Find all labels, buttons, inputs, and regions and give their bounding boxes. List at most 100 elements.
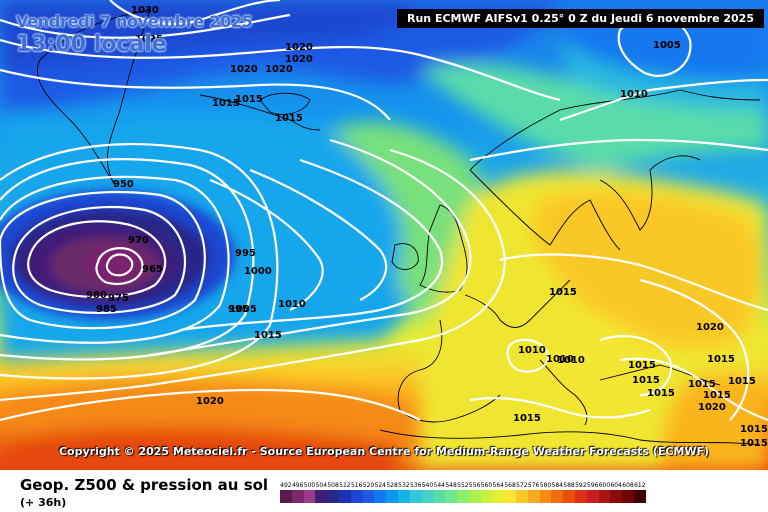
isobar-label: 995 xyxy=(228,304,249,315)
scale-step: 528 xyxy=(386,481,398,503)
field-orange-europe xyxy=(532,190,761,348)
scale-label: 528 xyxy=(386,482,398,489)
scale-swatch xyxy=(350,490,363,503)
isobar-1000 xyxy=(249,168,388,301)
scale-label: 532 xyxy=(398,482,410,489)
scale-label: 568 xyxy=(504,482,516,489)
isobar-low-3 xyxy=(0,190,206,330)
scale-label: 540 xyxy=(421,482,434,489)
isobar-label: 1005 xyxy=(229,304,257,315)
isobar-1030 xyxy=(109,0,281,26)
isobar-1010-italy xyxy=(506,338,550,373)
scale-label: 556 xyxy=(468,482,481,489)
scale-step: 516 xyxy=(350,481,363,503)
isobar-label: 1015 xyxy=(212,98,240,109)
isobar-low-5 xyxy=(0,158,255,361)
isobar-low-core-1 xyxy=(105,253,134,277)
scale-label: 596 xyxy=(586,482,599,489)
scale-step: 512 xyxy=(338,481,351,503)
scale-step: 584 xyxy=(551,481,564,503)
france-spain-coast xyxy=(397,319,501,423)
map-canvas: 1030 1025 1020 1020 1020 1020 1015 1015 … xyxy=(0,0,768,470)
isobar-label: 1020 xyxy=(285,42,313,53)
isobar-label: 1015 xyxy=(254,330,282,341)
isobar-label: 985 xyxy=(96,304,117,315)
copyright-notice: Copyright © 2025 Meteociel.fr - Source E… xyxy=(58,445,710,458)
isobar-label: 950 xyxy=(113,179,134,190)
field-green-ribbon xyxy=(330,121,485,308)
isobar-label: 1015 xyxy=(703,390,731,401)
scale-step: 588 xyxy=(563,481,575,503)
field-ne-cyan xyxy=(560,40,768,110)
forecast-date: Vendredi 7 novembre 2025 xyxy=(16,12,253,31)
model-run-info: Run ECMWF AIFSv1 0.25° 0 Z du Jeudi 6 no… xyxy=(397,9,764,28)
scale-step: 600 xyxy=(598,481,611,503)
scale-label: 612 xyxy=(634,482,646,489)
scale-swatch xyxy=(551,490,564,503)
scale-swatch xyxy=(539,490,552,503)
scale-step: 552 xyxy=(456,481,469,503)
scale-swatch xyxy=(315,490,328,503)
field-yellow-center xyxy=(542,313,660,413)
isobar-label: 1030 xyxy=(131,5,159,16)
scale-swatch xyxy=(409,490,422,503)
balkans-coast xyxy=(599,364,721,386)
scale-swatch xyxy=(633,490,646,503)
scale-swatch xyxy=(504,490,516,503)
scale-swatch xyxy=(622,490,634,503)
scale-swatch xyxy=(480,490,493,503)
isobar-label: 1015 xyxy=(235,94,263,105)
scale-swatch xyxy=(397,490,410,503)
isobar-label: 1005 xyxy=(653,40,681,51)
scale-swatch xyxy=(586,490,599,503)
scale-swatch xyxy=(374,490,387,503)
scale-label: 552 xyxy=(457,482,469,489)
scale-label: 508 xyxy=(327,482,339,489)
sweden-finland-coast xyxy=(599,155,701,231)
scale-step: 500 xyxy=(303,481,316,503)
scale-label: 608 xyxy=(622,482,634,489)
isobar-label: 1020 xyxy=(696,322,724,333)
scale-label: 512 xyxy=(339,482,351,489)
scale-step: 608 xyxy=(622,481,634,503)
isobar-label: 1010 xyxy=(518,345,546,356)
isobar-low-4 xyxy=(0,175,230,344)
scale-step: 572 xyxy=(515,481,528,503)
isobar-1015-south xyxy=(469,396,651,419)
isobar-label: 1015 xyxy=(275,113,303,124)
uk-coast xyxy=(419,204,468,293)
scale-swatch xyxy=(610,490,623,503)
isobar-label: 995 xyxy=(235,248,256,259)
isobar-1005 xyxy=(179,158,443,332)
scale-swatch xyxy=(515,490,528,503)
field-north-blue-2 xyxy=(0,0,420,70)
isobar-1015-ne xyxy=(469,138,768,162)
isobars xyxy=(0,0,768,420)
isobar-label: 1020 xyxy=(698,402,726,413)
scale-label: 536 xyxy=(409,482,422,489)
scale-step: 596 xyxy=(586,481,599,503)
scale-label: 592 xyxy=(575,482,587,489)
scale-label: 588 xyxy=(563,482,575,489)
isobar-label: 1015 xyxy=(707,354,735,365)
isobar-label: 1010 xyxy=(620,89,648,100)
scale-swatch xyxy=(492,490,505,503)
scale-label: 600 xyxy=(598,482,611,489)
scale-label: 492 xyxy=(280,482,292,489)
isobar-low-6 xyxy=(0,143,279,380)
scale-swatch xyxy=(598,490,611,503)
scale-step: 568 xyxy=(504,481,516,503)
z500-field xyxy=(0,0,768,470)
isobar-label: 980 xyxy=(86,290,107,301)
scale-swatch xyxy=(574,490,587,503)
scale-swatch xyxy=(527,490,540,503)
scale-label: 560 xyxy=(480,482,493,489)
scale-label: 496 xyxy=(291,482,304,489)
legend-footer: Geop. Z500 & pression au sol (+ 36h) 492… xyxy=(0,470,768,512)
scale-label: 544 xyxy=(433,482,445,489)
isobar-label: 1015 xyxy=(632,375,660,386)
scale-step: 492 xyxy=(280,481,292,503)
scale-label: 520 xyxy=(362,482,375,489)
scale-label: 500 xyxy=(303,482,316,489)
scale-step: 548 xyxy=(445,481,457,503)
